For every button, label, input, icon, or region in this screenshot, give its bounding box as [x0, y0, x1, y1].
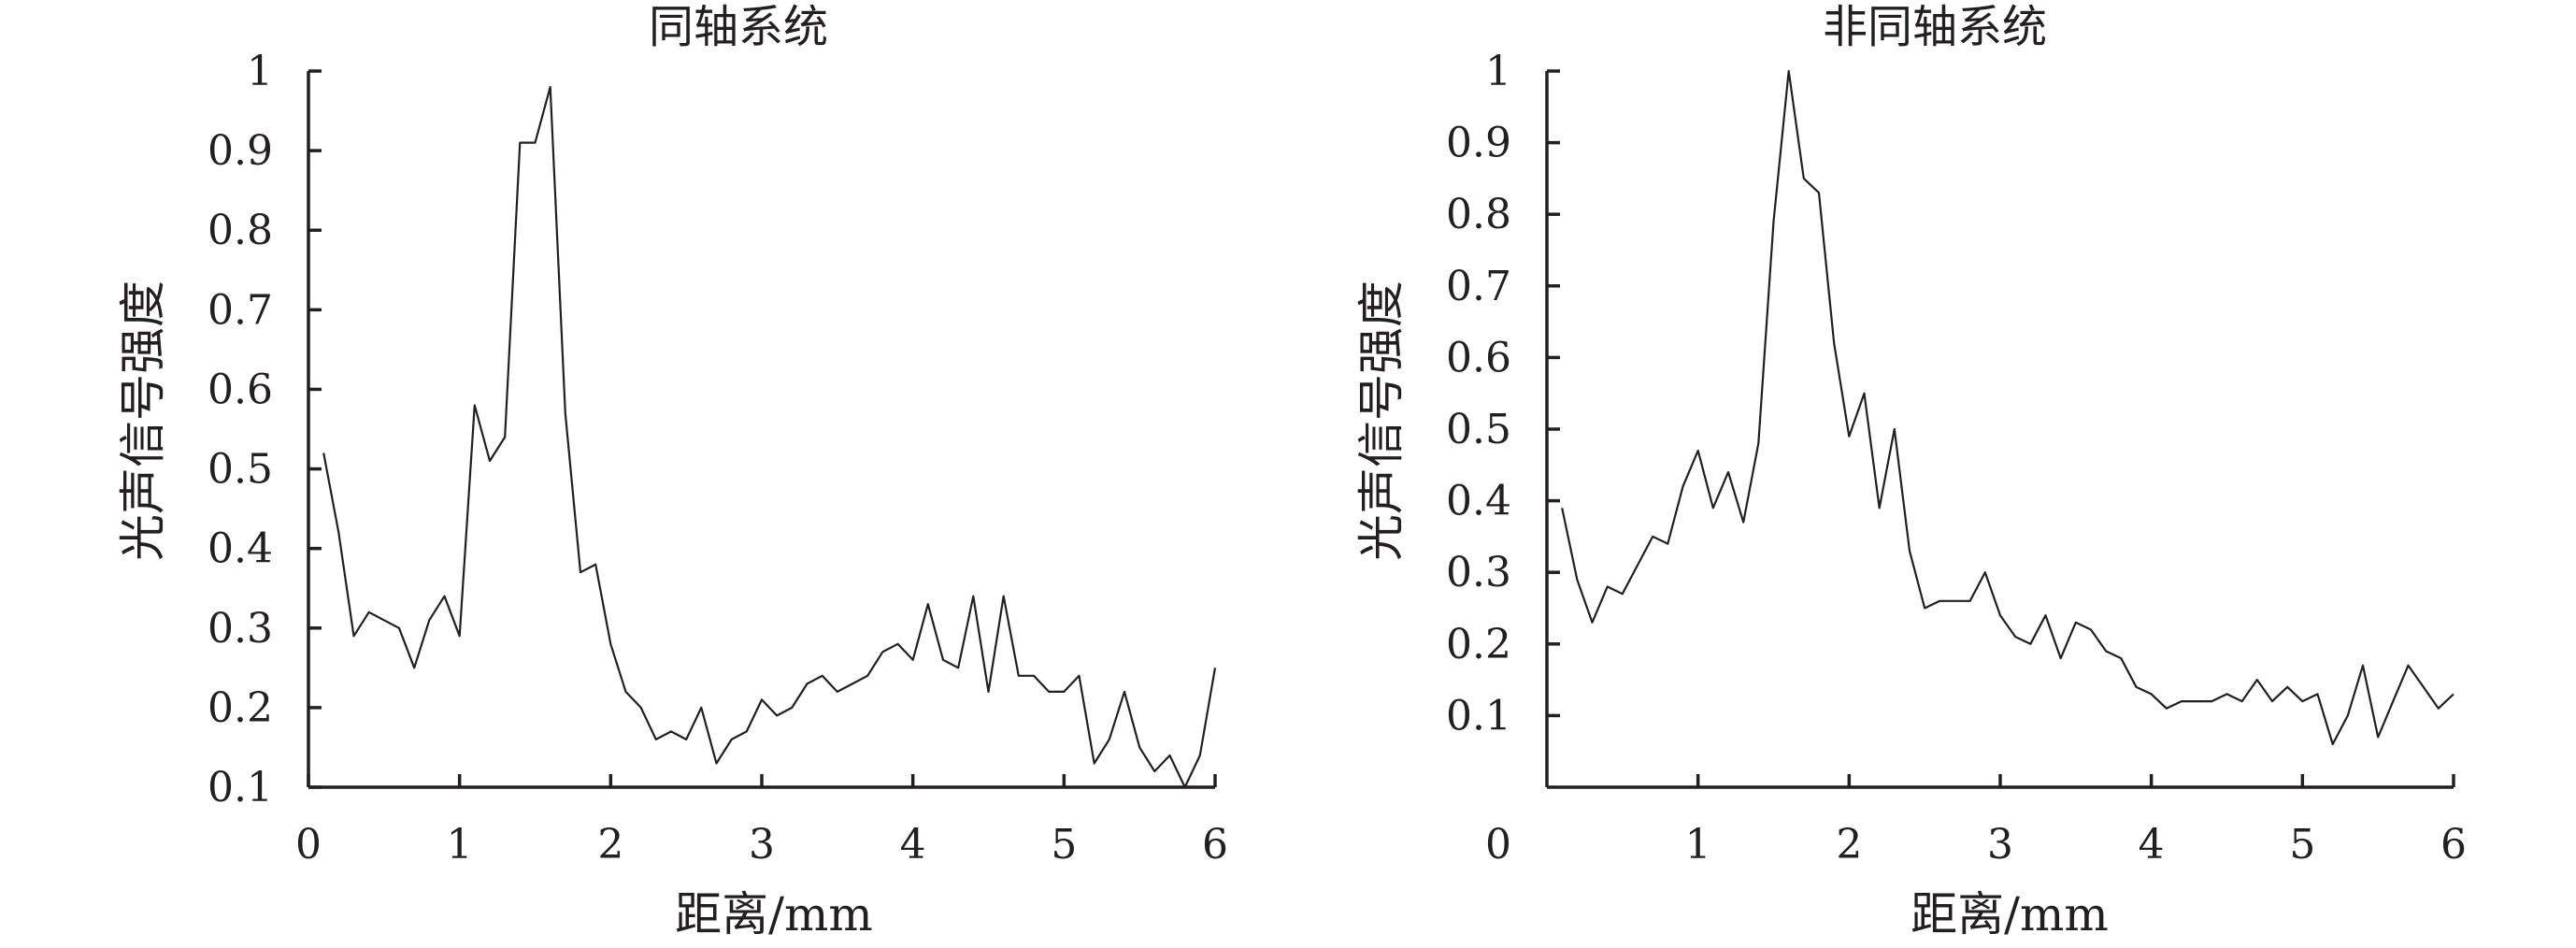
y-tick-label: 0.2	[1446, 621, 1511, 668]
y-tick-label: 0.2	[208, 684, 273, 732]
y-tick-label: 1	[247, 48, 273, 95]
x-axis-label: 距离/mm	[1911, 887, 2109, 941]
x-tick-label: 1	[1685, 821, 1711, 869]
x-tick-label: 5	[2289, 821, 2315, 869]
y-tick-label: 0.1	[1446, 692, 1511, 740]
x-tick-label: 0	[295, 821, 322, 869]
ticks-group	[307, 69, 1217, 789]
series-line	[322, 85, 1217, 789]
x-tick-label: 2	[597, 821, 623, 869]
chart-non-coaxial: 非同轴系统 光声信号强度 距离/mm 0 0.10.20.30.40.50.60…	[1354, 1, 2467, 941]
x-tick-label: 2	[1836, 821, 1862, 869]
x-tick-label: 1	[447, 821, 473, 869]
y-axis-label: 光声信号强度	[1354, 280, 1409, 561]
tick-labels-group: 0.1 0.2 0.3 0.4 0.5 0.6 0.7 0.8 0.9 1 1 2 3 4 5 6	[1446, 48, 2467, 869]
y-tick-label: 0.8	[1446, 191, 1511, 238]
y-tick-label: 0.6	[208, 366, 273, 413]
chart-title: 同轴系统	[649, 1, 828, 53]
x-tick-label-origin: 0	[1485, 821, 1511, 869]
y-tick-label: 0.5	[1446, 406, 1511, 453]
y-tick-label: 0.6	[1446, 334, 1511, 381]
y-axis-label: 光声信号强度	[116, 280, 170, 561]
y-tick-label: 0.1	[208, 764, 273, 812]
y-tick-label: 0.9	[1446, 120, 1511, 167]
x-tick-label: 3	[749, 821, 775, 869]
x-tick-label: 4	[900, 821, 926, 869]
y-tick-label: 0.4	[1446, 478, 1511, 525]
tick-labels-group: 0.1 0.2 0.3 0.4 0.5 0.6 0.7 0.8 0.9 1 0 1 2 3 4 5 6	[208, 48, 1228, 869]
ticks-group	[1547, 69, 2455, 787]
x-axis-label: 距离/mm	[675, 887, 873, 941]
y-tick-label: 0.7	[208, 286, 273, 334]
x-tick-label: 5	[1051, 821, 1077, 869]
y-tick-label: 0.3	[1446, 549, 1511, 596]
chart-coaxial: 同轴系统 光声信号强度 距离/mm 0.10.20.30.40.50.60.70…	[116, 1, 1228, 941]
y-tick-label: 0.9	[208, 127, 273, 175]
x-tick-label: 6	[2440, 821, 2467, 869]
y-tick-label: 1	[1485, 48, 1511, 95]
y-tick-label: 0.7	[1446, 263, 1511, 310]
chart-title: 非同轴系统	[1823, 1, 2047, 53]
x-tick-label: 4	[2139, 821, 2165, 869]
x-tick-label: 3	[1987, 821, 2013, 869]
y-tick-label: 0.4	[208, 525, 273, 573]
y-tick-label: 0.3	[208, 605, 273, 653]
series-line	[1561, 69, 2454, 746]
y-tick-label: 0.8	[208, 207, 273, 254]
x-tick-label: 6	[1202, 821, 1228, 869]
y-tick-label: 0.5	[208, 446, 273, 494]
